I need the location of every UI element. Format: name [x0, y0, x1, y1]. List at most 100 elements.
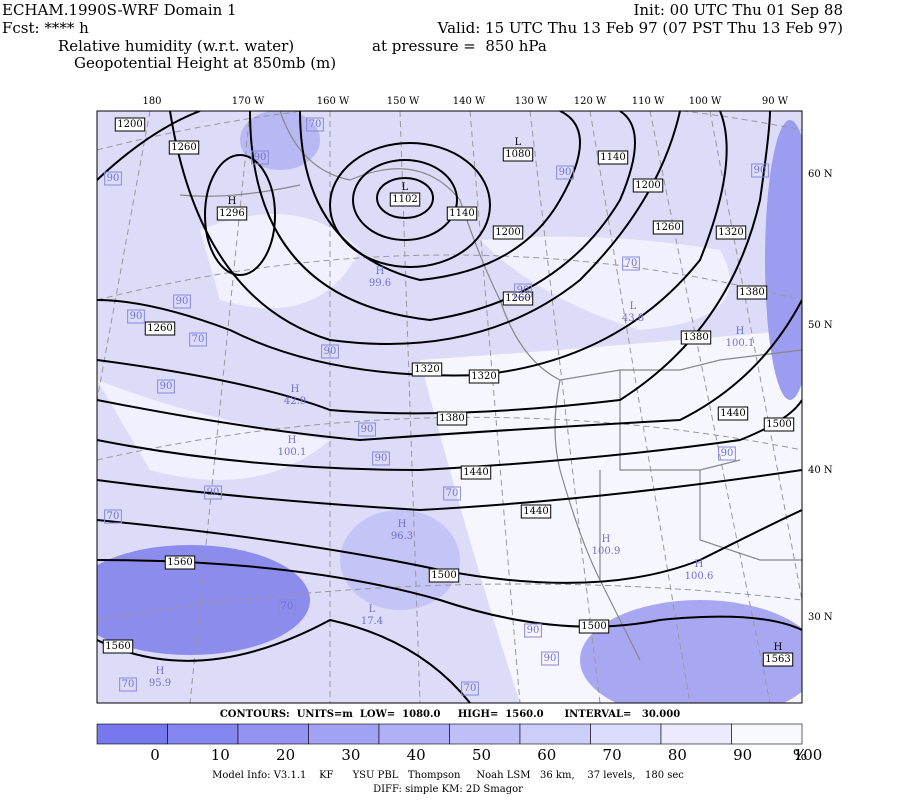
rh-label: 90	[207, 487, 220, 498]
pressure: at pressure = 850 hPa	[372, 37, 547, 55]
colorbar-bin	[660, 723, 732, 745]
label-box	[718, 446, 736, 461]
contour-label: 1260	[147, 323, 172, 334]
rh-center-value: 96.3	[391, 531, 413, 542]
field: Geopotential Height at 850mb (m)	[74, 54, 336, 72]
label-box	[715, 225, 747, 240]
contour	[97, 111, 802, 703]
rh-label: 90	[754, 165, 767, 176]
label-box	[502, 291, 534, 306]
colorbar-tick: 30	[341, 746, 360, 764]
rh-label: 90	[107, 173, 120, 184]
colorbar-bin	[378, 723, 450, 745]
rh-center-value: 95.9	[149, 678, 171, 689]
label-box	[578, 619, 610, 634]
rh-center-symbol: H	[398, 519, 407, 530]
rh-center-value: 43.8	[622, 313, 644, 324]
label-box	[411, 362, 443, 377]
longitude-label: 150 W	[387, 96, 420, 107]
colorbar-bin	[519, 723, 591, 745]
label-box	[189, 332, 207, 347]
label-box	[717, 406, 749, 421]
contour-label: 1260	[655, 222, 680, 233]
colorbar-bin	[590, 723, 662, 745]
colorbar-tick: 0	[150, 746, 160, 764]
colorbar-bin	[237, 723, 309, 745]
label-box	[104, 171, 122, 186]
map	[97, 111, 802, 703]
rh-center-value: 100.9	[592, 546, 621, 557]
rh-center-symbol: H	[695, 559, 704, 570]
label-box	[321, 344, 339, 359]
contour-label: 1500	[581, 621, 606, 632]
label-box	[428, 568, 460, 583]
rh-field	[580, 600, 802, 703]
rh-center-symbol: H	[288, 435, 297, 446]
contour-label: 1380	[683, 332, 708, 343]
rh-center-value: 42.9	[284, 396, 306, 407]
label-box	[468, 369, 500, 384]
label-box	[514, 283, 532, 298]
longitude-label: 110 W	[632, 96, 665, 107]
label-box	[632, 178, 664, 193]
rh-label: 70	[281, 601, 294, 612]
label-box	[216, 206, 248, 221]
rh-center-value: 100.1	[278, 447, 307, 458]
rh-label: 90	[361, 424, 374, 435]
rh-label: 90	[176, 296, 189, 307]
label-box	[751, 163, 769, 178]
colorbar-bin	[449, 723, 521, 745]
contour-label: 1440	[463, 467, 488, 478]
contour-label: 1440	[720, 408, 745, 419]
rh-label: 70	[309, 119, 322, 130]
label-box	[372, 451, 390, 466]
label-box	[164, 555, 196, 570]
rh-label: 70	[625, 258, 638, 269]
label-box	[492, 225, 524, 240]
label-box	[306, 117, 324, 132]
longitude-label: 140 W	[453, 96, 486, 107]
contour-label: 1140	[449, 208, 474, 219]
colorbar-tick: 70	[603, 746, 622, 764]
label-box	[127, 309, 145, 324]
contour-label: 1260	[171, 142, 196, 153]
label-box	[502, 147, 534, 162]
label-box	[762, 652, 794, 667]
rh-field	[765, 120, 802, 400]
contour-label: 1560	[167, 557, 192, 568]
colorbar-tick: 40	[407, 746, 426, 764]
rh-center-value: 100.1	[726, 338, 755, 349]
longitude-label: 130 W	[515, 96, 548, 107]
label-box	[358, 422, 376, 437]
label-box	[436, 411, 468, 426]
rh-center-symbol: L	[369, 604, 376, 615]
label-box	[119, 677, 137, 692]
latitude-label: 40 N	[808, 465, 833, 476]
longitude-label: 120 W	[574, 96, 607, 107]
rh-field	[97, 214, 730, 480]
longitude-label: 100 W	[689, 96, 722, 107]
rh-center-value: 99.6	[369, 278, 391, 289]
model-info: Model Info: V3.1.1 KF YSU PBL Thompson N…	[212, 770, 684, 781]
colorbar-tick: 90	[733, 746, 752, 764]
center-symbol: H	[774, 642, 783, 653]
rh-center-value: 17.4	[361, 616, 383, 627]
rh-label: 90	[559, 167, 572, 178]
contour-label: 1440	[523, 506, 548, 517]
label-box	[524, 623, 542, 638]
rh-label: 90	[721, 448, 734, 459]
rh-center-symbol: H	[736, 326, 745, 337]
rh-label: 90	[375, 453, 388, 464]
label-box	[204, 485, 222, 500]
rh-center-value: 100.6	[685, 571, 714, 582]
rh-label: 70	[446, 488, 459, 499]
label-box	[278, 599, 296, 614]
contour-label: 1200	[117, 119, 142, 130]
colorbar-tick: 50	[472, 746, 491, 764]
contour-label: 1500	[431, 570, 456, 581]
rh-label: 90	[544, 653, 557, 664]
longitude-label: 180	[142, 96, 161, 107]
rh-center-symbol: H	[156, 666, 165, 677]
label-box	[763, 417, 795, 432]
